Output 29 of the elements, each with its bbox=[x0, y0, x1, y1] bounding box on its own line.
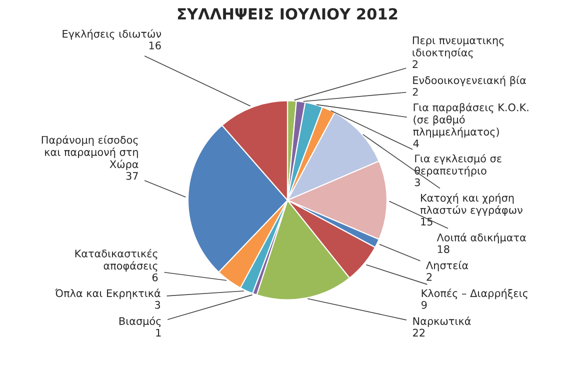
data-label: 16 bbox=[149, 42, 161, 50]
slice-label: Κλοπές – Διαρρήξεις bbox=[422, 288, 528, 300]
slice-label: Λοιπά αδικήματα bbox=[436, 232, 526, 244]
slice-label: Εγκλήσεις ιδιωτών bbox=[62, 29, 162, 40]
chart-title: ΣΥΛΛΗΨΕΙΣ ΙΟΥΛΙΟΥ 2012 bbox=[178, 8, 398, 20]
data-label: 9 bbox=[421, 300, 427, 309]
data-label: 6 bbox=[152, 273, 158, 282]
slice-label: Παράνομη είσοδος και παραμονή στη Χώρα bbox=[42, 135, 138, 170]
slice-label: Καταδικαστικές αποφάσεις bbox=[75, 248, 158, 272]
slice-label: Περι πνευματικης ιδιοκτησίας bbox=[412, 36, 504, 58]
data-label: 2 bbox=[412, 88, 418, 96]
slice-label: Κατοχή και χρήση πλαστών εγγράφων bbox=[420, 193, 522, 216]
slice-label: Όπλα και Εκρηκτικά bbox=[55, 288, 160, 300]
slice-label: Για παραβάσεις Κ.Ο.Κ. (σε βαθμό πλημμελήματος) bbox=[413, 102, 528, 138]
data-label: 1 bbox=[156, 328, 161, 337]
data-label: 2 bbox=[412, 60, 418, 68]
data-label: 3 bbox=[414, 178, 420, 186]
slice-label: Ναρκωτικά bbox=[413, 316, 471, 328]
data-label: 22 bbox=[413, 328, 425, 337]
data-label: 18 bbox=[438, 245, 450, 254]
slice-label: Για εγκλεισμό σε θεραπευτήριο bbox=[414, 154, 502, 177]
slice-label: Βιασμός bbox=[119, 316, 161, 328]
data-label: 3 bbox=[155, 300, 160, 309]
slice-label: Ενδοοικογενειακή βία bbox=[413, 76, 526, 86]
data-label: 4 bbox=[413, 140, 419, 148]
data-label: 2 bbox=[426, 273, 432, 281]
data-label: 15 bbox=[421, 218, 432, 226]
data-label: 37 bbox=[126, 172, 138, 180]
slice-label: Ληστεία bbox=[426, 260, 468, 272]
